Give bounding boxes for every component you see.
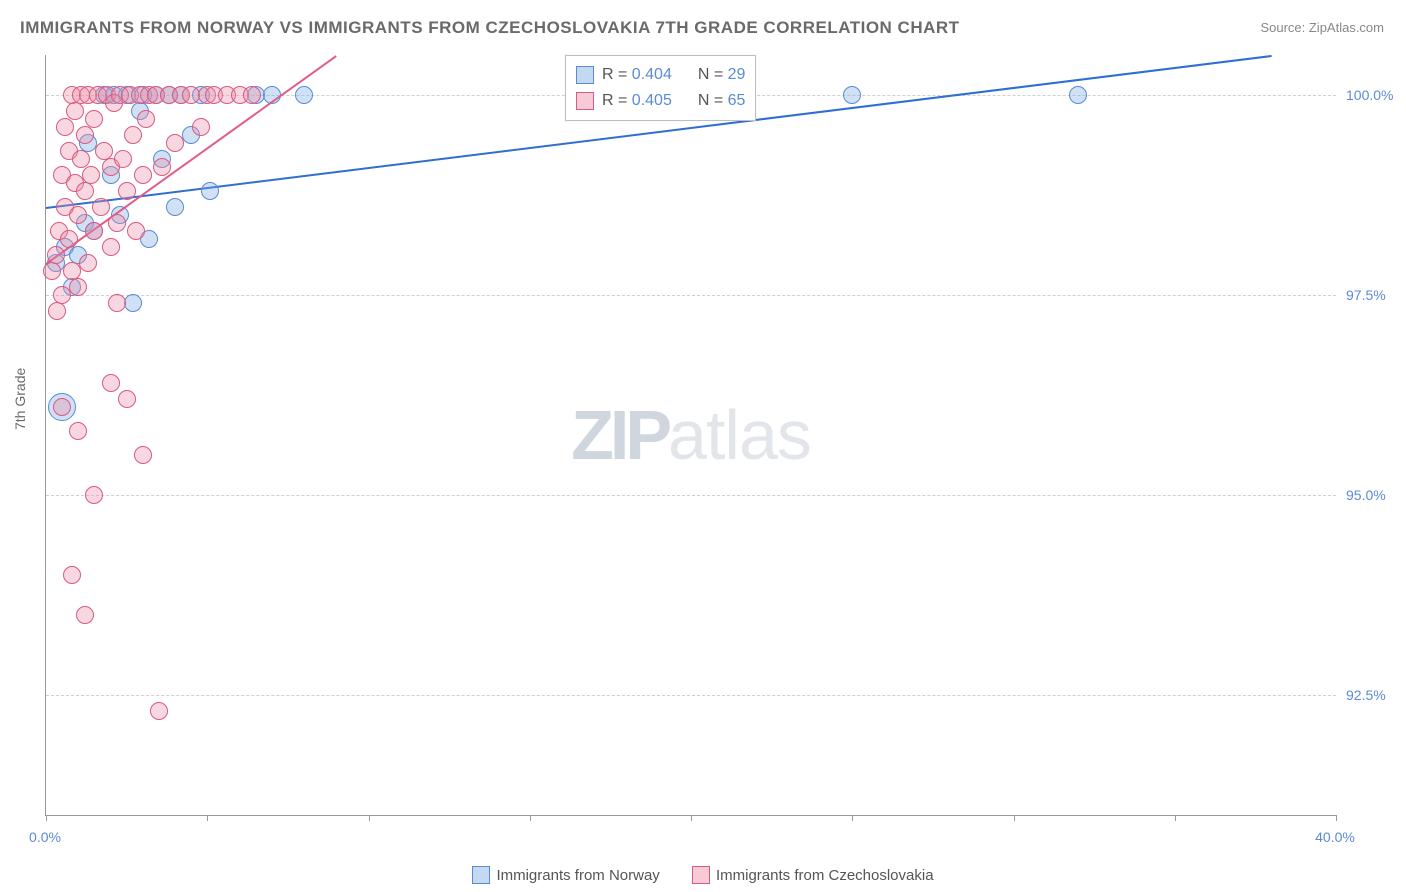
- legend-swatch: [576, 92, 594, 110]
- data-point: [150, 702, 168, 720]
- data-point: [76, 182, 94, 200]
- data-point: [118, 182, 136, 200]
- data-point: [48, 302, 66, 320]
- correlation-legend-row: R = 0.404 N = 29: [576, 62, 745, 88]
- legend-item-norway: Immigrants from Norway: [472, 866, 659, 884]
- watermark-zip: ZIP: [571, 396, 668, 474]
- data-point: [47, 246, 65, 264]
- source-attribution: Source: ZipAtlas.com: [1260, 20, 1384, 35]
- data-point: [153, 158, 171, 176]
- x-tick-label: 40.0%: [1315, 829, 1355, 845]
- legend-swatch-czech: [692, 866, 710, 884]
- source-name: ZipAtlas.com: [1309, 20, 1384, 35]
- data-point: [1069, 86, 1087, 104]
- gridline: [46, 495, 1336, 496]
- data-point: [134, 166, 152, 184]
- y-tick-label: 95.0%: [1346, 487, 1406, 503]
- data-point: [66, 102, 84, 120]
- watermark: ZIPatlas: [571, 395, 811, 475]
- legend-n-label: N = 65: [698, 92, 746, 110]
- data-point: [79, 254, 97, 272]
- data-point: [201, 182, 219, 200]
- x-tick: [1336, 815, 1337, 821]
- data-point: [124, 294, 142, 312]
- x-tick: [207, 815, 208, 821]
- data-point: [108, 294, 126, 312]
- data-point: [137, 110, 155, 128]
- data-point: [85, 222, 103, 240]
- data-point: [60, 230, 78, 248]
- data-point: [124, 126, 142, 144]
- data-point: [63, 566, 81, 584]
- y-tick-label: 100.0%: [1346, 87, 1406, 103]
- data-point: [76, 126, 94, 144]
- data-point: [102, 374, 120, 392]
- source-label: Source:: [1260, 20, 1308, 35]
- x-tick: [691, 815, 692, 821]
- data-point: [69, 422, 87, 440]
- x-tick: [369, 815, 370, 821]
- data-point: [243, 86, 261, 104]
- data-point: [69, 206, 87, 224]
- legend-swatch-norway: [472, 866, 490, 884]
- gridline: [46, 295, 1336, 296]
- data-point: [72, 150, 90, 168]
- x-tick: [46, 815, 47, 821]
- y-tick-label: 97.5%: [1346, 287, 1406, 303]
- legend-label-czech: Immigrants from Czechoslovakia: [716, 867, 934, 884]
- data-point: [108, 214, 126, 232]
- data-point: [166, 134, 184, 152]
- data-point: [843, 86, 861, 104]
- data-point: [82, 166, 100, 184]
- data-point: [192, 118, 210, 136]
- legend-r-label: R = 0.405: [602, 92, 672, 110]
- data-point: [102, 238, 120, 256]
- data-point: [69, 278, 87, 296]
- watermark-atlas: atlas: [668, 396, 811, 474]
- x-tick-label: 0.0%: [29, 829, 61, 845]
- x-tick: [852, 815, 853, 821]
- x-tick: [530, 815, 531, 821]
- data-point: [295, 86, 313, 104]
- gridline: [46, 695, 1336, 696]
- legend-n-label: N = 29: [698, 66, 746, 84]
- legend-item-czech: Immigrants from Czechoslovakia: [692, 866, 934, 884]
- y-tick-label: 92.5%: [1346, 687, 1406, 703]
- data-point: [85, 486, 103, 504]
- y-axis-title: 7th Grade: [12, 368, 28, 430]
- data-point: [114, 150, 132, 168]
- legend-r-label: R = 0.404: [602, 66, 672, 84]
- data-point: [118, 390, 136, 408]
- x-tick: [1175, 815, 1176, 821]
- correlation-legend: R = 0.404 N = 29 R = 0.405 N = 65: [565, 55, 756, 121]
- data-point: [134, 446, 152, 464]
- data-point: [56, 118, 74, 136]
- correlation-legend-row: R = 0.405 N = 65: [576, 88, 745, 114]
- data-point: [43, 262, 61, 280]
- data-point: [76, 606, 94, 624]
- data-point: [85, 110, 103, 128]
- data-point: [53, 398, 71, 416]
- legend-bottom: Immigrants from Norway Immigrants from C…: [0, 866, 1406, 888]
- x-tick: [1014, 815, 1015, 821]
- chart-title: IMMIGRANTS FROM NORWAY VS IMMIGRANTS FRO…: [20, 18, 960, 38]
- data-point: [127, 222, 145, 240]
- data-point: [92, 198, 110, 216]
- legend-swatch: [576, 66, 594, 84]
- legend-label-norway: Immigrants from Norway: [496, 867, 659, 884]
- data-point: [166, 198, 184, 216]
- plot-area: ZIPatlas 92.5%95.0%97.5%100.0%: [45, 55, 1336, 816]
